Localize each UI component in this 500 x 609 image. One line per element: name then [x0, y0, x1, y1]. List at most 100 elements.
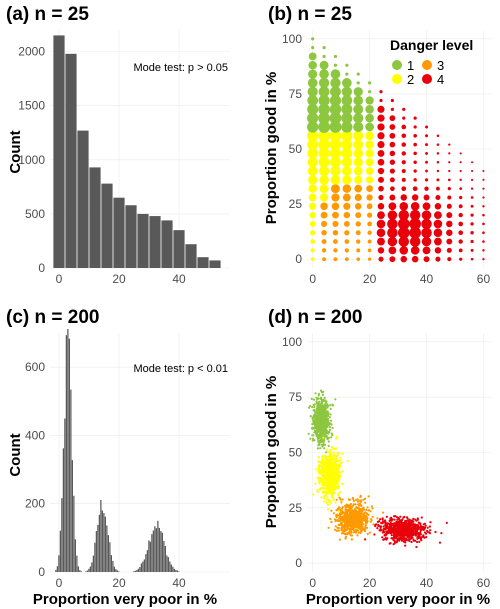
bubble-point: [365, 131, 374, 141]
bubble-point: [387, 236, 398, 247]
scatter-point: [393, 522, 396, 525]
x-tick-label: 40: [172, 576, 186, 590]
scatter-point: [357, 510, 360, 513]
scatter-point: [369, 510, 372, 513]
scatter-point: [312, 398, 316, 401]
scatter-point: [317, 429, 320, 432]
bubble-point: [378, 194, 384, 201]
scatter-point: [357, 517, 360, 521]
bubble-point: [354, 193, 362, 202]
scatter-point: [405, 538, 408, 542]
y-tick-label: 0: [295, 556, 302, 570]
scatter-point: [323, 439, 326, 442]
scatter-point: [360, 504, 363, 508]
scatter-point: [416, 517, 419, 520]
x-tick-label: 60: [477, 272, 491, 286]
scatter-point: [355, 529, 358, 532]
panel-b-ylabel: Proportion good in %: [263, 72, 280, 224]
scatter-point: [327, 459, 330, 462]
scatter-point: [333, 528, 336, 531]
scatter-point: [319, 465, 322, 468]
scatter-point: [311, 423, 314, 426]
bubble-point: [401, 168, 406, 174]
scatter-point: [337, 467, 341, 470]
scatter-point: [412, 517, 415, 521]
bubble-point: [389, 150, 396, 157]
bubble-point: [307, 86, 318, 97]
scatter-point: [418, 526, 421, 529]
scatter-point: [332, 481, 335, 484]
scatter-point: [341, 482, 344, 486]
scatter-point: [321, 458, 324, 461]
bubble-point: [377, 105, 385, 113]
scatter-point: [336, 451, 339, 454]
scatter-point: [349, 522, 353, 525]
bubble-point: [330, 86, 341, 98]
scatter-point: [409, 522, 412, 525]
histogram-bar: [88, 568, 90, 572]
scatter-point: [378, 520, 381, 523]
scatter-point: [333, 466, 336, 469]
histogram-bar: [65, 335, 67, 572]
bubble-point: [307, 112, 319, 124]
histogram-bar: [53, 35, 65, 269]
bubble-point: [470, 222, 474, 226]
bubble-point: [377, 167, 385, 175]
scatter-point: [354, 510, 357, 513]
bubble-point: [413, 151, 417, 156]
scatter-point: [334, 455, 337, 458]
scatter-point: [343, 523, 347, 526]
histogram-bar: [134, 570, 136, 572]
histogram-bar: [158, 527, 160, 572]
scatter-point: [341, 470, 344, 473]
bubble-point: [409, 218, 421, 230]
bubble-point: [434, 247, 442, 254]
bubble-point: [482, 170, 485, 173]
bubble-point: [366, 194, 373, 201]
bubble-point: [378, 256, 384, 262]
histogram-bar: [185, 244, 197, 268]
scatter-point: [334, 520, 337, 523]
bubble-point: [387, 218, 398, 230]
scatter-point: [366, 520, 369, 523]
scatter-point: [322, 410, 325, 413]
histogram-bar: [100, 499, 102, 572]
bubble-point: [309, 220, 316, 227]
bubble-point: [401, 160, 406, 165]
bubble-point: [366, 176, 374, 184]
bubble-point: [330, 156, 341, 168]
bubble-point: [345, 72, 349, 76]
scatter-point: [307, 406, 310, 409]
scatter-point: [404, 530, 407, 533]
scatter-point: [392, 543, 395, 546]
scatter-point: [389, 524, 392, 527]
scatter-point: [326, 415, 329, 418]
scatter-point: [380, 521, 383, 525]
bubble-point: [409, 236, 421, 247]
panel-d-points: [307, 389, 448, 549]
bubble-point: [341, 86, 352, 97]
panel-c-bars: [55, 329, 180, 572]
histogram-bar: [73, 495, 75, 572]
bubble-point: [331, 202, 340, 211]
scatter-point: [317, 392, 320, 395]
bubble-point: [459, 161, 462, 164]
scatter-point: [407, 522, 410, 525]
bubble-point: [341, 166, 352, 176]
scatter-point: [310, 397, 313, 400]
bubble-point: [482, 240, 485, 243]
scatter-point: [316, 447, 319, 450]
bubble-point: [482, 213, 485, 217]
y-tick-label: 500: [25, 207, 45, 221]
scatter-point: [332, 454, 336, 457]
histogram-bar: [80, 571, 82, 572]
scatter-point: [318, 472, 321, 475]
scatter-point: [331, 494, 334, 497]
scatter-point: [317, 423, 320, 426]
bubble-point: [310, 230, 316, 236]
histogram-bar: [103, 513, 105, 572]
y-tick-label: 200: [25, 497, 45, 511]
scatter-point: [347, 524, 350, 527]
bubble-point: [318, 86, 330, 98]
panel-a-title: (a) n = 25: [6, 4, 89, 25]
